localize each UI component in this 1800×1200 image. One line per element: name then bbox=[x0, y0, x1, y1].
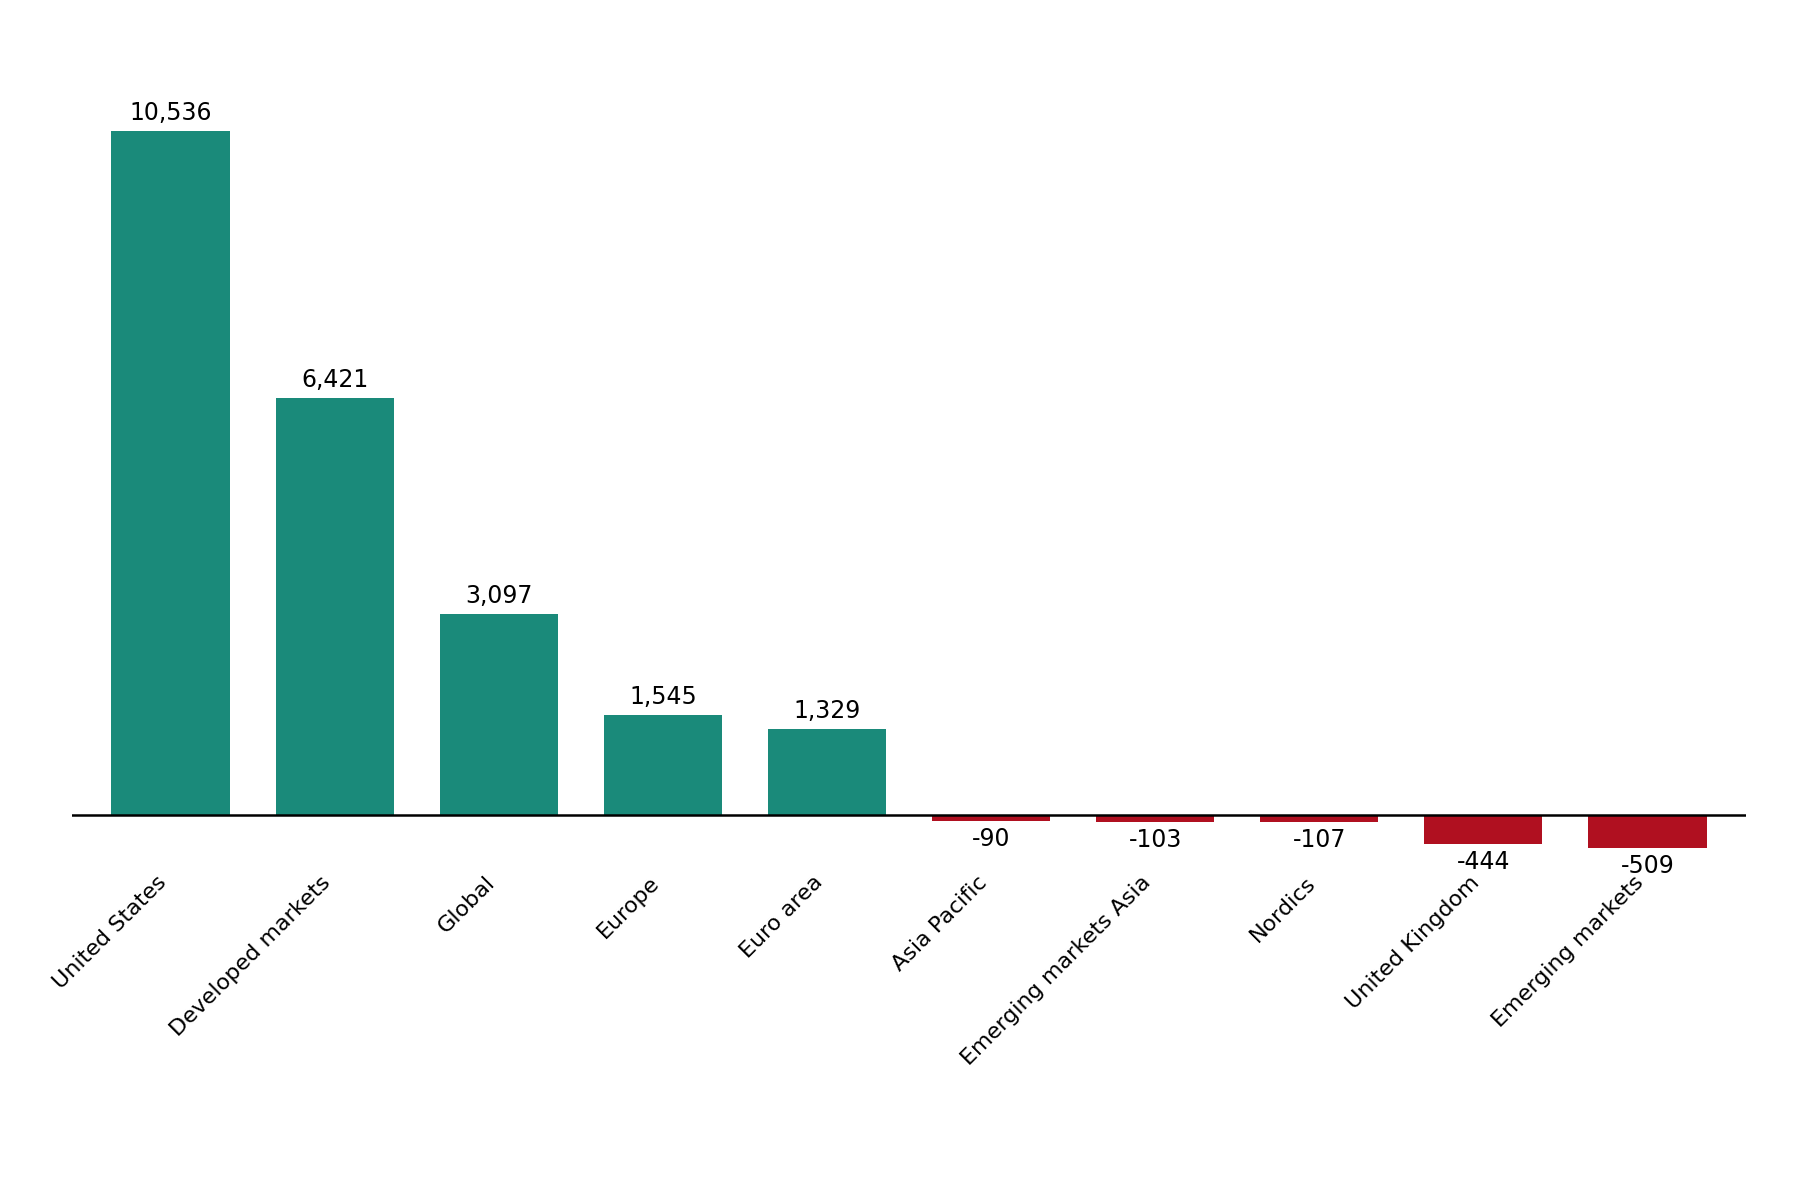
Bar bbox=[439, 614, 558, 815]
Bar bbox=[1096, 815, 1215, 822]
Text: -509: -509 bbox=[1620, 854, 1674, 878]
Text: -103: -103 bbox=[1129, 828, 1183, 852]
Bar bbox=[769, 728, 886, 815]
Bar bbox=[603, 715, 722, 815]
Text: 6,421: 6,421 bbox=[301, 368, 369, 392]
Text: 10,536: 10,536 bbox=[130, 101, 212, 125]
Bar bbox=[1588, 815, 1706, 848]
Text: 1,545: 1,545 bbox=[628, 685, 697, 709]
Bar bbox=[1424, 815, 1543, 844]
Text: 3,097: 3,097 bbox=[464, 584, 533, 608]
Text: -90: -90 bbox=[972, 827, 1010, 851]
Bar bbox=[932, 815, 1049, 821]
Text: -107: -107 bbox=[1292, 828, 1346, 852]
Bar bbox=[275, 398, 394, 815]
Text: 1,329: 1,329 bbox=[794, 700, 860, 724]
Text: -444: -444 bbox=[1456, 850, 1510, 874]
Bar bbox=[1260, 815, 1379, 822]
Bar bbox=[112, 131, 230, 815]
